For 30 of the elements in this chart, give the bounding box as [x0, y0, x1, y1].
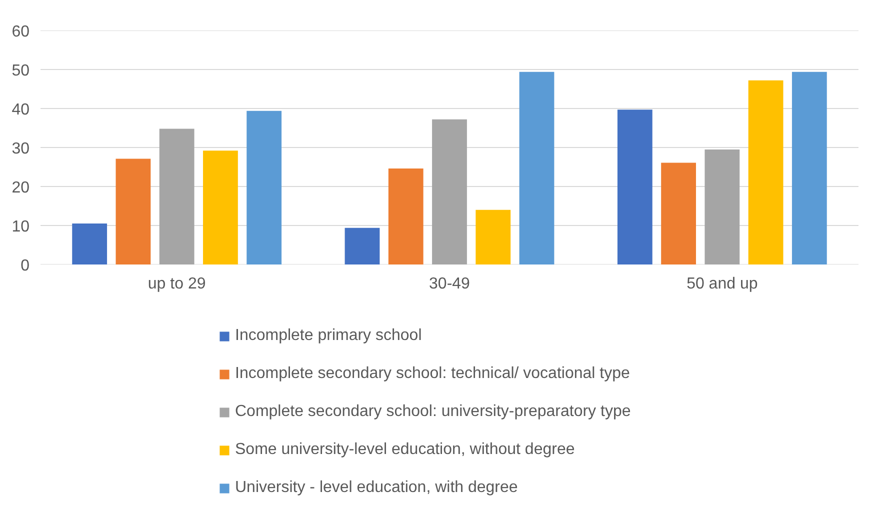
y-tick-label: 40: [12, 102, 30, 118]
bar: [704, 149, 740, 264]
legend-label: Incomplete secondary school: technical/ vocational type: [235, 364, 630, 384]
bar: [661, 162, 696, 264]
legend-label: Incomplete primary school: [235, 326, 422, 346]
x-tick-label: up to 29: [148, 276, 206, 292]
bar: [617, 110, 652, 264]
bar: [203, 150, 238, 264]
legend-label: University - level education, with degree: [235, 478, 518, 498]
y-tick-label: 50: [12, 62, 30, 80]
legend-label: Complete secondary school: university-preparatory type: [235, 402, 631, 422]
y-tick-label: 30: [12, 140, 30, 158]
bar: [159, 128, 194, 264]
bar: [344, 228, 380, 264]
y-tick-label: 60: [12, 24, 30, 40]
bar: [116, 158, 151, 264]
bar: [792, 72, 827, 264]
bar: [748, 80, 784, 264]
y-tick-label: 0: [20, 258, 30, 274]
bar: [388, 168, 424, 264]
x-tick-label: 50 and up: [686, 276, 758, 292]
bar: [72, 224, 108, 264]
y-tick-label: 20: [12, 180, 30, 196]
bar: [432, 119, 467, 264]
bar: [476, 210, 511, 264]
bar: [246, 110, 282, 264]
y-tick-label: 10: [12, 218, 30, 236]
legend-label: Some university-level education, without degree: [235, 440, 575, 460]
x-tick-label: 30-49: [429, 276, 470, 292]
bar: [519, 72, 554, 264]
